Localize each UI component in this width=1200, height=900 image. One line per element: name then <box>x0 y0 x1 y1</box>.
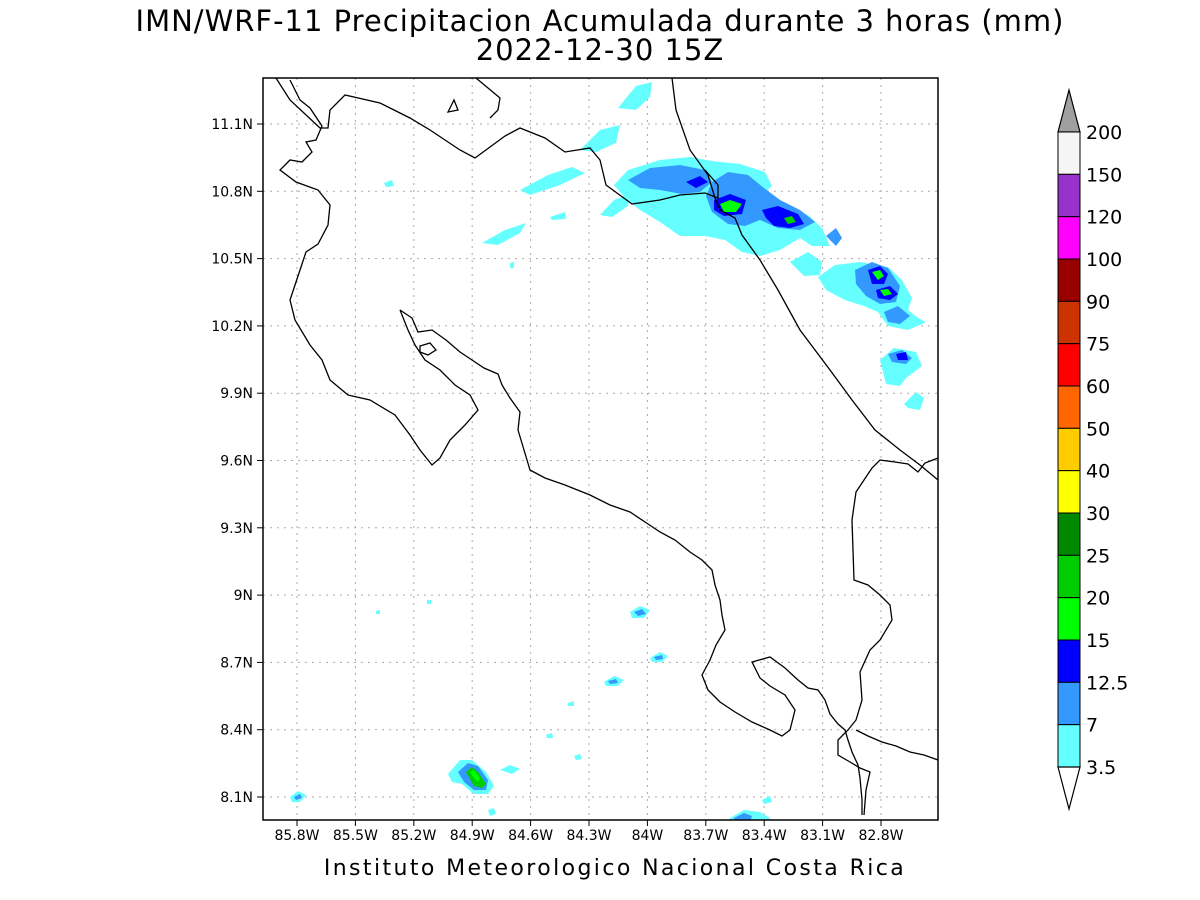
colorbar-label: 40 <box>1086 461 1110 483</box>
precipitation-fields <box>275 78 938 820</box>
colorbar-label: 25 <box>1086 545 1110 567</box>
lon-tick-label: 85.8W <box>274 828 319 844</box>
colorbar-swatch <box>1057 216 1081 260</box>
grid-lines <box>263 78 938 820</box>
colorbar-label: 30 <box>1086 503 1110 525</box>
lat-tick-label: 9.3N <box>220 521 253 537</box>
colorbar-swatch <box>1057 131 1081 175</box>
caribbean-coast <box>671 78 938 481</box>
lon-tick-label: 85.2W <box>391 828 436 844</box>
island-lake <box>446 98 459 113</box>
colorbar-swatch <box>1057 597 1081 641</box>
colorbar-label: 7 <box>1086 715 1098 737</box>
colorbar-label: 75 <box>1086 334 1110 356</box>
nicaragua-coast <box>275 78 719 205</box>
lon-tick-label: 83.1W <box>800 828 845 844</box>
lon-tick-label: 83.4W <box>742 828 787 844</box>
colorbar-top-arrow <box>1057 87 1081 133</box>
map-valid-time: 2022-12-30 15Z <box>475 33 725 67</box>
lat-tick-label: 9N <box>234 588 253 604</box>
lat-tick-label: 8.4N <box>220 723 253 739</box>
colorbar-swatch <box>1057 639 1081 683</box>
axis-ticks: 85.8W 85.5W 85.2W 84.9W 84.6W 84.3W 84W 83.7W 83… <box>211 117 903 844</box>
colorbar-swatch <box>1057 427 1081 472</box>
colorbar-label: 90 <box>1086 291 1110 313</box>
colorbar-label: 150 <box>1086 164 1122 186</box>
colorbar-legend: 200 150 120 100 90 75 60 50 40 30 25 20 15 12.5 7 3.5 <box>1057 87 1128 812</box>
colorbar-bottom-arrow <box>1057 766 1081 812</box>
lat-tick-label: 8.1N <box>220 790 253 806</box>
colorbar-swatch <box>1057 343 1081 387</box>
map-frame <box>262 77 939 821</box>
institution-footer: Instituto Meteorologico Nacional Costa R… <box>323 856 907 881</box>
lon-tick-label: 84.9W <box>450 828 495 844</box>
colorbar-label: 100 <box>1086 249 1122 271</box>
island-chira <box>419 342 437 356</box>
colorbar-swatch <box>1057 258 1081 302</box>
panama-coast <box>855 729 938 761</box>
map-background <box>263 78 938 820</box>
colorbar-swatch <box>1057 300 1081 345</box>
colorbar-swatch <box>1057 470 1081 514</box>
nicaragua-north-coast <box>475 78 501 119</box>
panama-border <box>837 457 938 816</box>
precip-cells-south <box>290 600 772 820</box>
lon-tick-label: 84.3W <box>566 828 611 844</box>
lon-tick-label: 85.5W <box>333 828 378 844</box>
lat-tick-label: 9.6N <box>220 454 253 470</box>
colorbar-label: 200 <box>1086 122 1122 144</box>
colorbar-swatch <box>1057 681 1081 726</box>
colorbar-label: 3.5 <box>1086 757 1116 779</box>
lat-tick-label: 8.7N <box>220 655 253 671</box>
colorbar-swatch <box>1057 724 1081 768</box>
lon-tick-label: 82.8W <box>858 828 903 844</box>
gulf-of-nicoya <box>399 309 863 815</box>
colorbar-swatch <box>1057 385 1081 429</box>
colorbar-label: 15 <box>1086 630 1110 652</box>
colorbar-swatch <box>1057 554 1081 599</box>
pacific-coast-north <box>279 79 479 466</box>
colorbar-label: 20 <box>1086 588 1110 610</box>
lon-tick-label: 84.6W <box>508 828 553 844</box>
colorbar-label: 120 <box>1086 207 1122 229</box>
colorbar-label: 50 <box>1086 418 1110 440</box>
lat-tick-label: 10.5N <box>211 252 253 268</box>
lat-tick-label: 10.2N <box>211 319 253 335</box>
colorbar-swatch <box>1057 173 1081 218</box>
lat-tick-label: 10.8N <box>211 184 253 200</box>
lon-tick-label: 83.7W <box>683 828 728 844</box>
colorbar-label: 60 <box>1086 376 1110 398</box>
colorbar-swatch <box>1057 512 1081 556</box>
lat-tick-label: 9.9N <box>220 386 253 402</box>
lat-tick-label: 11.1N <box>211 117 253 133</box>
map-title: IMN/WRF-11 Precipitacion Acumulada duran… <box>135 4 1065 38</box>
coastlines-and-borders <box>275 78 938 816</box>
colorbar-label: 12.5 <box>1086 672 1128 694</box>
lon-tick-label: 84W <box>632 828 664 844</box>
precip-band-north <box>384 82 926 410</box>
